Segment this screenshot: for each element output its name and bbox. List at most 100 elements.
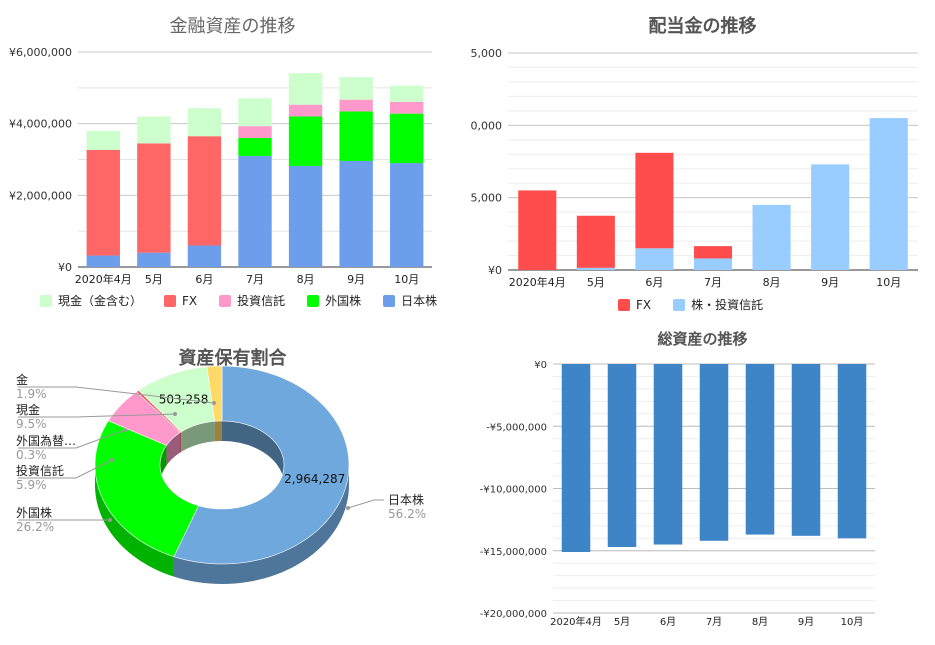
y-tick-label: ¥2,000,000 (9, 189, 72, 202)
bar-segment (390, 101, 424, 114)
y-tick-label: -¥10,000,000 (480, 485, 547, 496)
allocation-chart: 2,964,287503,258日本株56.2%外国株26.2%投資信託5.9%… (16, 365, 426, 584)
bar-segment (86, 255, 120, 267)
donut-slice (206, 365, 223, 422)
bar-segment (137, 252, 171, 267)
legend-item: 日本株 (383, 292, 437, 309)
slice-percent-label: 1.9% (16, 387, 47, 401)
leader-dot (346, 506, 350, 510)
y-tick-label: -¥20,000,000 (480, 609, 547, 620)
bar-segment (693, 246, 733, 259)
bar-segment (869, 118, 908, 270)
bar-segment (238, 98, 272, 127)
x-tick-label: 8月 (297, 273, 315, 286)
x-tick-label: 7月 (704, 276, 722, 289)
leader-dot (173, 412, 177, 416)
slice-percent-label: 56.2% (388, 507, 426, 521)
bar-segment (187, 108, 222, 137)
legend-item: FX (618, 298, 651, 312)
bar-segment (811, 164, 850, 270)
x-tick-label: 5月 (587, 276, 605, 289)
legend-item: FX (164, 294, 197, 308)
leader-dot (108, 518, 112, 522)
x-tick-label: 7月 (706, 616, 722, 628)
bar (699, 364, 729, 541)
x-tick-label: 2020年4月 (75, 272, 132, 286)
chart-title: 金融資産の推移 (169, 16, 296, 37)
x-tick-label: 9月 (821, 276, 839, 289)
bar-segment (187, 245, 222, 267)
legend-item: 株・投資信託 (673, 296, 763, 313)
leader-dot (110, 458, 114, 462)
leader-line (18, 386, 215, 404)
legend-label: 外国株 (325, 294, 362, 308)
y-tick-label: ¥6,000,000 (9, 46, 72, 59)
donut-inner-wall (166, 432, 181, 466)
bar-segment (693, 258, 733, 270)
x-tick-label: 2020年4月 (550, 615, 602, 628)
donut-inner-wall (180, 431, 182, 453)
legend-swatch (164, 294, 177, 307)
leader-line (18, 429, 126, 449)
legend-item: 投資信託 (219, 292, 285, 309)
leader-dot (123, 428, 127, 432)
bar-segment (238, 138, 272, 156)
bar-segment (339, 99, 373, 112)
bar-segment (339, 77, 373, 100)
x-tick-label: 5月 (614, 616, 630, 628)
dividend-chart-panel: 配当金の推移 ¥0 ¥5,000 ¥10,000 ¥15,000 2020年4月 5月 6月… (470, 0, 935, 320)
donut-inner-wall (222, 421, 284, 485)
bar-segment (576, 267, 615, 270)
y-tick-label: -¥15,000,000 (480, 547, 547, 558)
legend-swatch (40, 294, 52, 307)
donut-side (173, 465, 349, 584)
chart-legend: FX 株・投資信託 (618, 296, 763, 313)
slice-percent-label: 0.3% (16, 448, 47, 462)
y-tick-label: ¥0 (534, 360, 547, 371)
slice-percent-label: 26.2% (16, 520, 54, 534)
bar (837, 364, 867, 539)
legend-swatch (673, 298, 686, 311)
dividend-chart: ¥0 ¥5,000 ¥10,000 ¥15,000 2020年4月 5月 6月 7月 8月 9月 1… (470, 47, 918, 289)
x-tick-label: 9月 (798, 616, 814, 628)
slice-name-label: 外国株 (16, 505, 52, 520)
bar (653, 364, 683, 545)
legend-swatch (307, 294, 320, 307)
donut-inner-wall (214, 421, 222, 442)
legend-swatch (219, 294, 232, 307)
bar-segment (752, 204, 791, 270)
bar-segment (288, 165, 323, 267)
x-tick-label: 6月 (660, 616, 676, 628)
bar-segment (86, 130, 120, 150)
legend-label: 投資信託 (237, 294, 286, 308)
chart-title: 総資産の推移 (657, 330, 748, 348)
bar-segment (390, 113, 424, 164)
y-tick-label: ¥15,000 (470, 47, 502, 60)
legend-swatch (618, 298, 630, 311)
x-tick-label: 10月 (876, 276, 901, 289)
slice-value-label: 2,964,287 (284, 472, 345, 486)
x-tick-label: 7月 (246, 273, 264, 286)
leader-dot (212, 401, 216, 405)
x-tick-label: 6月 (195, 273, 213, 286)
slice-name-label: 金 (16, 372, 28, 387)
slice-name-label: 外国為替… (16, 434, 76, 448)
bar-segment (518, 190, 557, 270)
leader-line (347, 499, 384, 509)
x-tick-label: 8月 (763, 276, 781, 289)
bar (745, 364, 775, 535)
bar-segment (137, 143, 171, 253)
legend-label: 現金（金含む） (58, 294, 143, 308)
chart-title: 配当金の推移 (648, 16, 757, 37)
bar (561, 364, 591, 552)
x-tick-label: 6月 (645, 276, 663, 289)
y-tick-label: ¥10,000 (470, 119, 502, 132)
slice-name-label: 現金 (16, 402, 40, 417)
bar (791, 364, 821, 536)
slice-percent-label: 9.5% (16, 417, 47, 431)
leader-line (18, 413, 176, 418)
chart-legend: 現金（金含む） FX 投資信託 外国株 日本株 (40, 292, 437, 309)
legend-label: 日本株 (401, 294, 438, 308)
legend-label: 株・投資信託 (691, 298, 764, 312)
bar-segment (339, 160, 373, 267)
